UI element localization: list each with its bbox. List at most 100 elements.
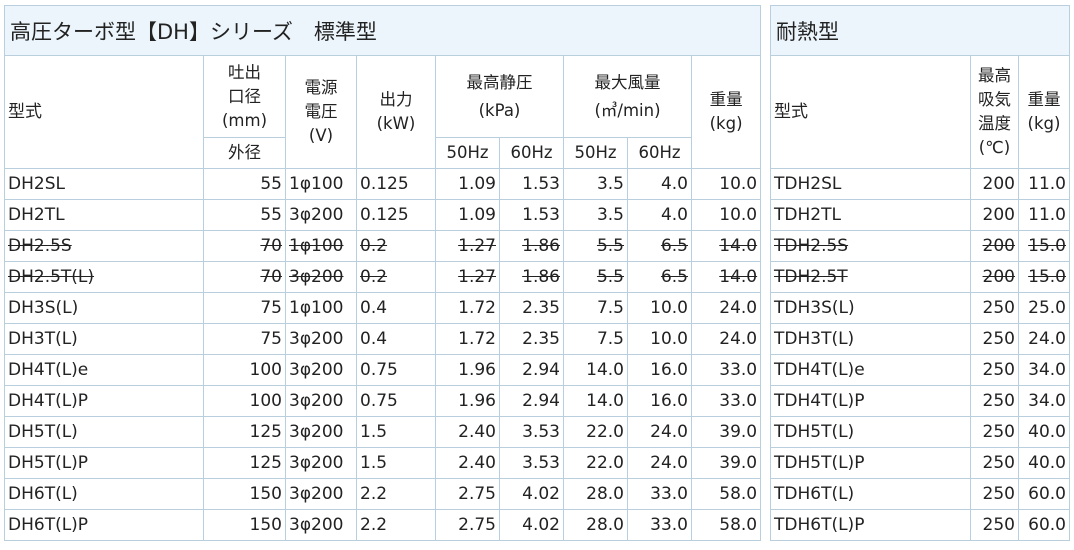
cell-power-voltage: 3φ200 [285,447,357,479]
cell-max-intake-temp: 250 [970,416,1019,448]
header-pressure-60hz: 60Hz [499,137,564,169]
cell-model: DH2.5S [4,230,204,262]
cell-flow-60hz: 16.0 [627,354,692,386]
cell-pressure-50hz: 1.96 [435,354,500,386]
cell-power-voltage: 3φ200 [285,261,357,293]
cell-model: DH2.5T(L) [4,261,204,293]
cell-heat-weight: 60.0 [1018,509,1070,541]
cell-heat-model: TDH2.5S [770,230,971,262]
cell-heat-weight: 11.0 [1018,168,1070,200]
cell-outlet-diameter: 150 [203,509,286,541]
heat-header-model: 型式 [770,55,971,169]
table-row: TDH4T(L)P 250 34.0 [770,385,1070,417]
cell-flow-60hz: 6.5 [627,261,692,293]
header-weight: 重量 (kg) [690,55,762,169]
heat-header-max-intake-temp: 最高 吸気 温度 (℃) [970,55,1019,169]
table-row: DH4T(L)e 100 3φ200 0.75 1.96 2.94 14.0 16.0 33.0 [4,354,762,386]
cell-pressure-60hz: 2.94 [499,385,564,417]
cell-pressure-50hz: 1.96 [435,385,500,417]
cell-pressure-50hz: 1.72 [435,292,500,324]
cell-model: DH5T(L)P [4,447,204,479]
cell-output: 1.5 [356,447,436,479]
cell-heat-weight: 24.0 [1018,323,1070,355]
cell-output: 0.2 [356,230,436,262]
cell-flow-50hz: 22.0 [563,447,628,479]
table-row: TDH3S(L) 250 25.0 [770,292,1070,324]
cell-power-voltage: 3φ200 [285,509,357,541]
heat-table-title: 耐熱型 [770,5,1070,56]
cell-flow-60hz: 24.0 [627,447,692,479]
cell-max-intake-temp: 250 [970,292,1019,324]
table-row: DH2.5S 70 1φ100 0.2 1.27 1.86 5.5 6.5 14.0 [4,230,762,262]
cell-heat-model: TDH2.5T [770,261,971,293]
cell-outlet-diameter: 125 [203,416,286,448]
cell-flow-60hz: 10.0 [627,323,692,355]
cell-model: DH6T(L) [4,478,204,510]
table-row: DH6T(L) 150 3φ200 2.2 2.75 4.02 28.0 33.0 58.0 [4,478,762,510]
cell-heat-model: TDH4T(L)e [770,354,971,386]
cell-heat-weight: 60.0 [1018,478,1070,510]
cell-pressure-60hz: 1.86 [499,230,564,262]
cell-heat-weight: 34.0 [1018,385,1070,417]
cell-pressure-60hz: 1.53 [499,168,564,200]
cell-max-intake-temp: 250 [970,447,1019,479]
cell-flow-50hz: 5.5 [563,230,628,262]
cell-weight: 10.0 [690,168,762,200]
cell-power-voltage: 3φ200 [285,416,357,448]
cell-power-voltage: 3φ200 [285,323,357,355]
cell-outlet-diameter: 75 [203,323,286,355]
cell-power-voltage: 3φ200 [285,385,357,417]
cell-heat-weight: 15.0 [1018,230,1070,262]
table-row: TDH6T(L) 250 60.0 [770,478,1070,510]
cell-max-intake-temp: 250 [970,385,1019,417]
cell-flow-50hz: 14.0 [563,385,628,417]
cell-pressure-60hz: 1.53 [499,199,564,231]
cell-model: DH6T(L)P [4,509,204,541]
table-row: TDH3T(L) 250 24.0 [770,323,1070,355]
cell-power-voltage: 3φ200 [285,354,357,386]
cell-heat-model: TDH5T(L) [770,416,971,448]
header-outlet: 吐出 口径 (mm) [203,55,286,138]
cell-outlet-diameter: 125 [203,447,286,479]
cell-flow-50hz: 3.5 [563,168,628,200]
cell-max-intake-temp: 200 [970,199,1019,231]
header-output: 出力 (kW) [356,55,436,169]
cell-pressure-50hz: 2.40 [435,447,500,479]
cell-heat-model: TDH2SL [770,168,971,200]
cell-heat-weight: 25.0 [1018,292,1070,324]
cell-weight: 10.0 [690,199,762,231]
table-row: TDH2.5S 200 15.0 [770,230,1070,262]
cell-heat-model: TDH5T(L)P [770,447,971,479]
cell-flow-60hz: 16.0 [627,385,692,417]
table-row: TDH4T(L)e 250 34.0 [770,354,1070,386]
cell-flow-50hz: 14.0 [563,354,628,386]
header-flow: 最大風量 (㎥/min) [563,55,692,138]
cell-flow-60hz: 33.0 [627,509,692,541]
cell-output: 0.75 [356,354,436,386]
cell-pressure-60hz: 3.53 [499,416,564,448]
cell-heat-weight: 34.0 [1018,354,1070,386]
cell-outlet-diameter: 55 [203,168,286,200]
cell-pressure-50hz: 1.72 [435,323,500,355]
cell-pressure-50hz: 1.09 [435,168,500,200]
header-flow-50hz: 50Hz [563,137,628,169]
header-power: 電源 電圧 (V) [285,55,357,169]
cell-pressure-60hz: 2.35 [499,323,564,355]
cell-weight: 24.0 [690,292,762,324]
cell-pressure-50hz: 2.75 [435,478,500,510]
header-flow-60hz: 60Hz [627,137,692,169]
cell-output: 0.75 [356,385,436,417]
table-row: TDH2TL 200 11.0 [770,199,1070,231]
cell-heat-model: TDH6T(L)P [770,509,971,541]
cell-outlet-diameter: 70 [203,261,286,293]
cell-flow-50hz: 5.5 [563,261,628,293]
cell-outlet-diameter: 55 [203,199,286,231]
cell-flow-60hz: 24.0 [627,416,692,448]
cell-pressure-60hz: 3.53 [499,447,564,479]
table-row: DH2SL 55 1φ100 0.125 1.09 1.53 3.5 4.0 10.0 [4,168,762,200]
cell-pressure-60hz: 2.35 [499,292,564,324]
cell-model: DH3T(L) [4,323,204,355]
cell-heat-model: TDH3T(L) [770,323,971,355]
cell-power-voltage: 3φ200 [285,478,357,510]
cell-flow-50hz: 3.5 [563,199,628,231]
